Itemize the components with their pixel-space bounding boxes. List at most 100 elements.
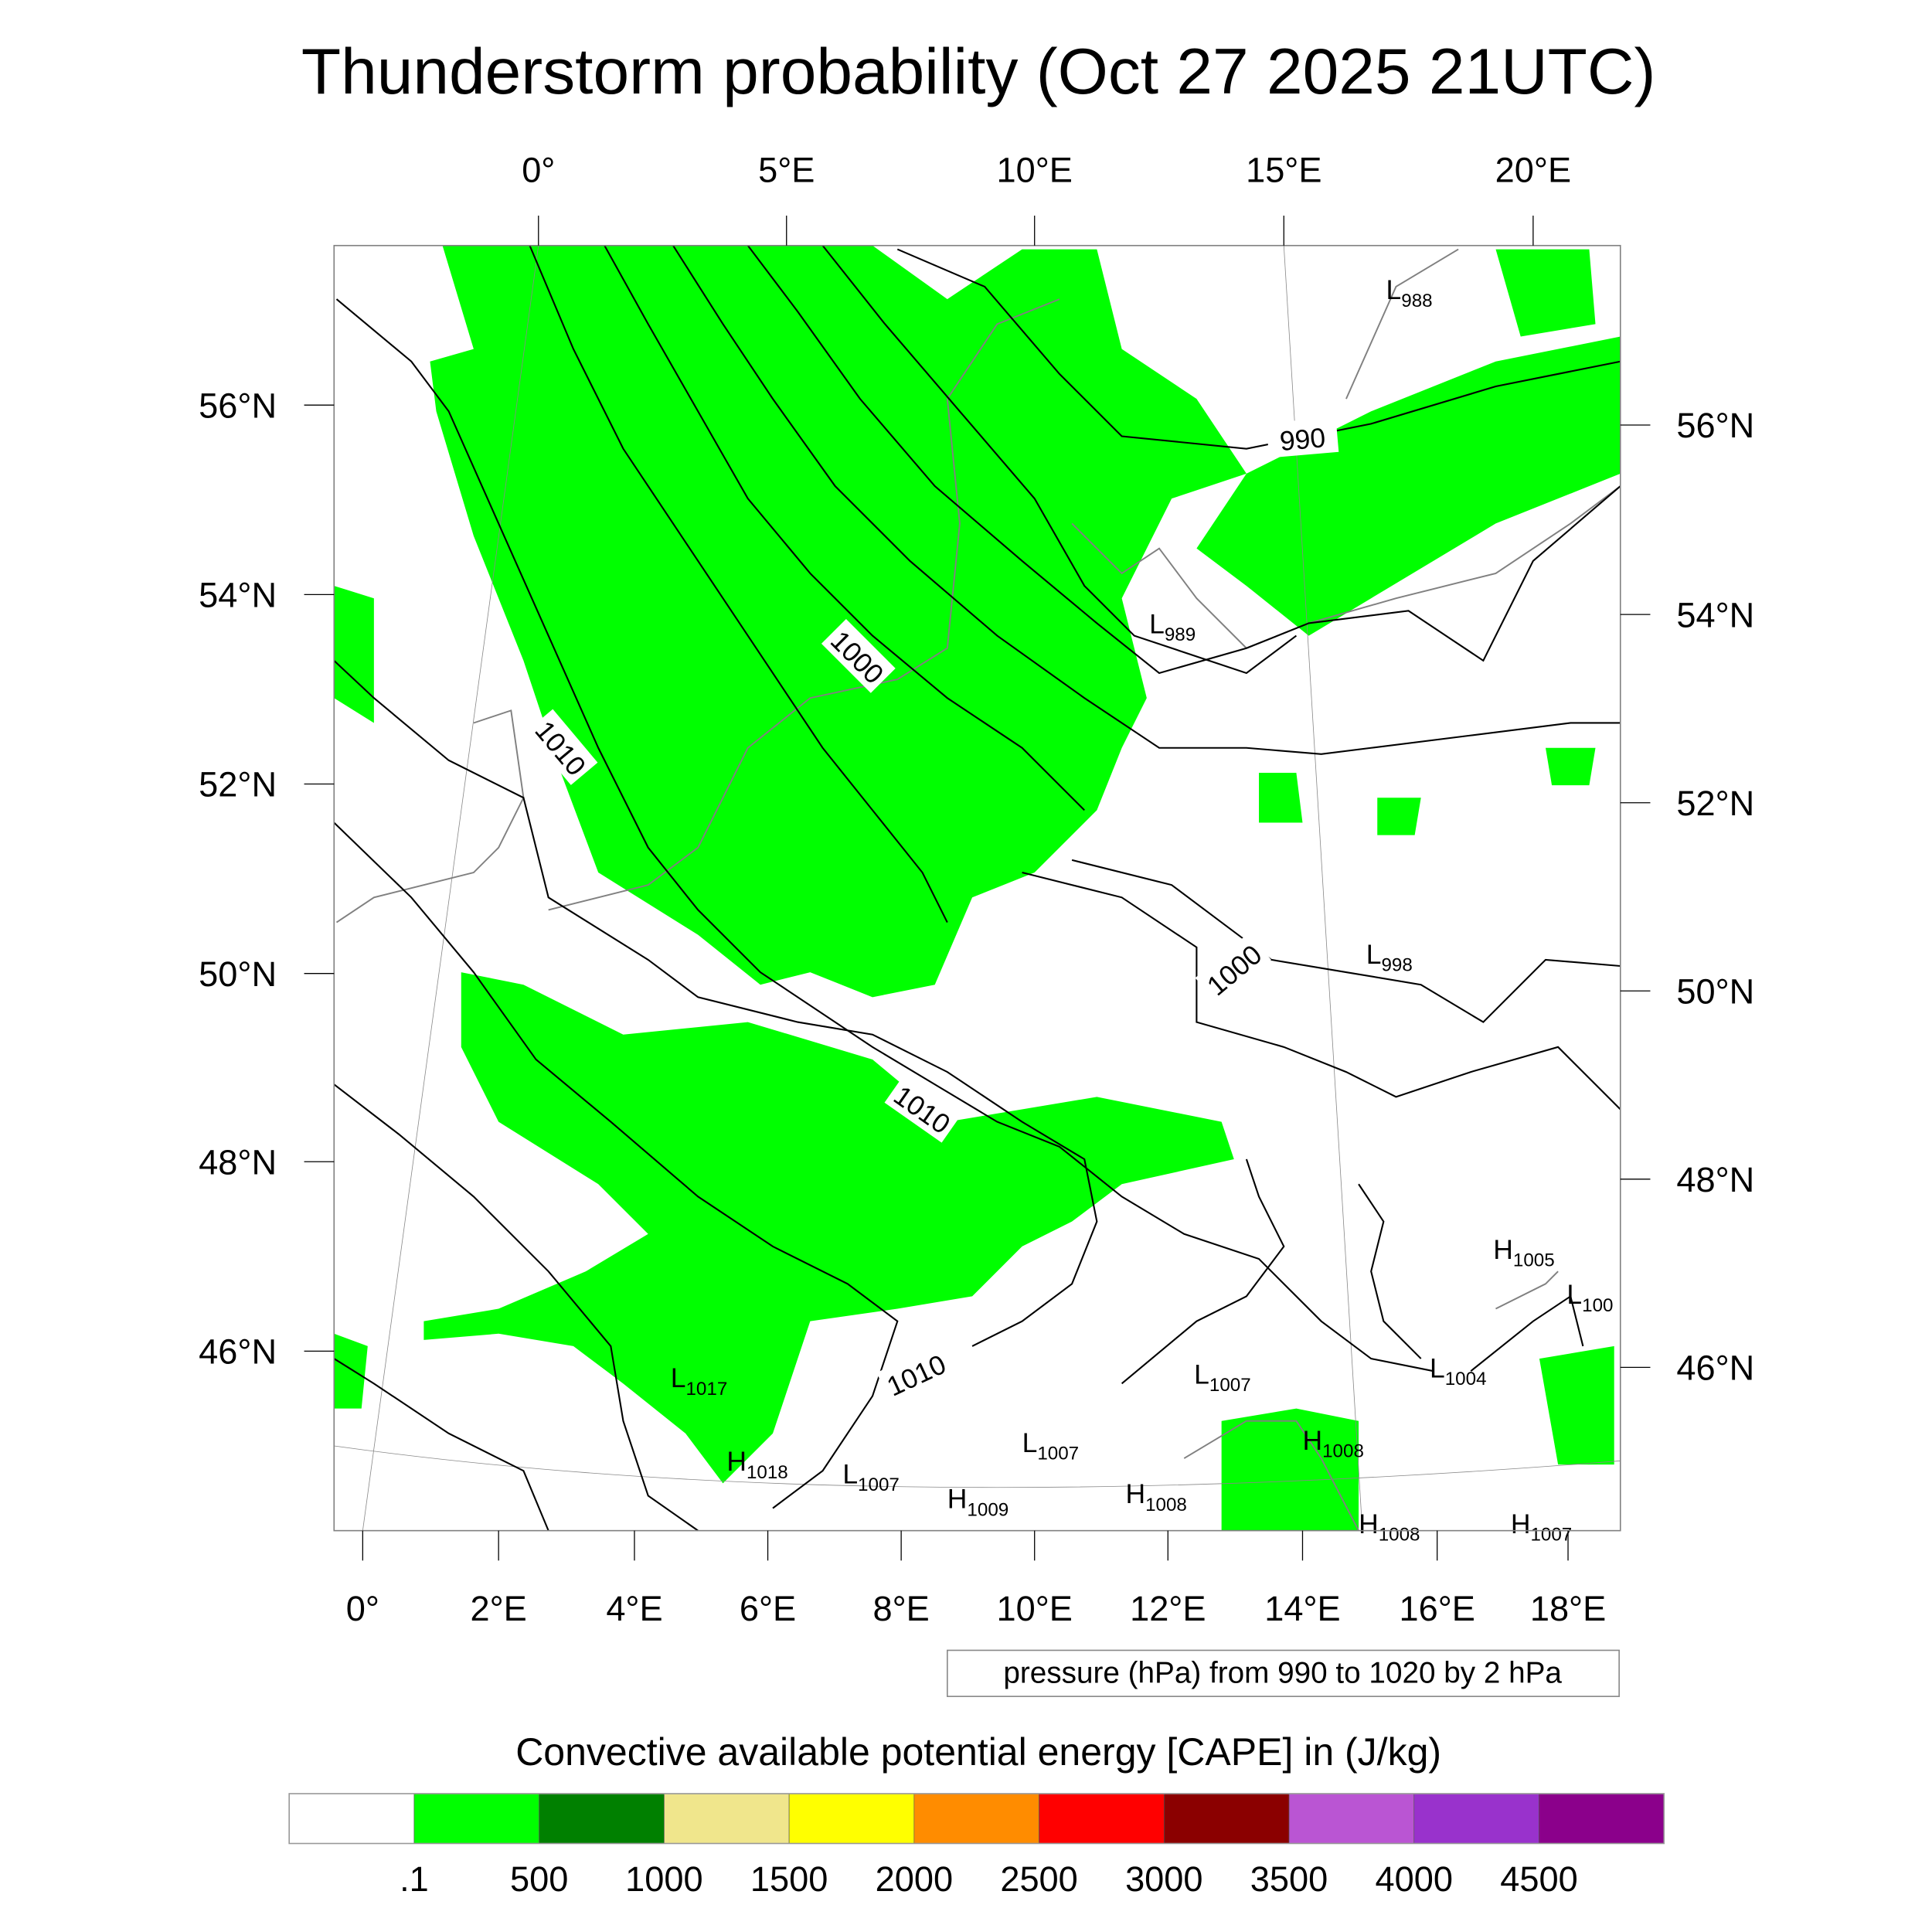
- contour-line: [1470, 1294, 1584, 1372]
- pressure-center-label: L1004: [1430, 1352, 1487, 1389]
- contour-label-bg: [876, 1343, 955, 1405]
- contour-line: [604, 245, 1085, 811]
- pressure-center-label: L1007: [842, 1458, 900, 1495]
- cape-region: [1377, 798, 1421, 835]
- colorbar-swatch: [539, 1793, 665, 1844]
- axes: 0° 5°E 10°E 15°E 20°E 56°N 54°N 52°N 50°N 48°N 46°…: [199, 150, 1754, 1628]
- right-lat-label: 56°N: [1676, 406, 1754, 445]
- colorbar-swatch: [413, 1793, 539, 1844]
- left-lat-label: 54°N: [199, 575, 277, 614]
- pressure-center-label: H1009: [947, 1484, 1009, 1521]
- colorbar-label: 1000: [625, 1859, 702, 1899]
- pressure-center-label: L1017: [671, 1362, 728, 1400]
- bottom-lon-label: 6°E: [740, 1589, 796, 1628]
- top-lon-label: 0°: [522, 150, 555, 189]
- colorbar-label: 500: [510, 1859, 568, 1899]
- cape-region: [1495, 249, 1596, 337]
- contour-label-bg: [526, 709, 598, 785]
- pressure-center-label: H1008: [1302, 1425, 1363, 1462]
- colorbar-swatch: [788, 1793, 915, 1844]
- pressure-center-label: H1005: [1493, 1234, 1554, 1271]
- left-lat-label: 46°N: [199, 1332, 277, 1372]
- map-frame: [333, 244, 1621, 1532]
- graticule-line: [362, 245, 539, 1531]
- contour-label-bg: [884, 1073, 962, 1143]
- pressure-center-label: L988: [1386, 274, 1433, 311]
- bottom-lon-label: 16°E: [1399, 1589, 1475, 1628]
- cape-region: [423, 972, 1234, 1484]
- contour-line: [1022, 872, 1621, 1111]
- contour-line: [333, 821, 899, 1509]
- contour-line: [1121, 1158, 1285, 1385]
- contour-line: [335, 298, 1434, 1372]
- contour-line: [896, 248, 1621, 450]
- top-lon-label: 15°E: [1246, 150, 1321, 189]
- colorbar-swatch: [1288, 1793, 1415, 1844]
- colorbar-label: 4500: [1500, 1859, 1577, 1899]
- contour-line: [333, 1083, 699, 1532]
- bottom-lon-label: 4°E: [606, 1589, 662, 1628]
- colorbar-label: 3000: [1125, 1859, 1202, 1899]
- contour-line: [821, 245, 1298, 675]
- cape-region: [1196, 336, 1621, 636]
- left-lat-label: 56°N: [199, 386, 277, 425]
- contour-line: [333, 660, 1098, 1347]
- colorbar-swatch: [913, 1793, 1039, 1844]
- contour-line: [1071, 859, 1621, 1023]
- chart-title: Thunderstorm probability (Oct 27 2025 21…: [301, 35, 1656, 107]
- contour-line: [747, 245, 1621, 675]
- pressure-center-label: L1007: [1022, 1427, 1080, 1464]
- colorbar-swatch: [288, 1793, 415, 1844]
- cape-region: [1221, 1408, 1359, 1531]
- pressure-center-label: L989: [1149, 608, 1196, 645]
- graticule-line: [334, 1445, 1621, 1488]
- contour-label-text: 990: [1278, 422, 1326, 457]
- top-lon-label: 5°E: [758, 150, 815, 189]
- pressure-center-label: L998: [1366, 939, 1413, 976]
- colorbar-swatch: [1539, 1793, 1665, 1844]
- right-lat-label: 48°N: [1676, 1160, 1754, 1199]
- cape-region: [334, 1333, 368, 1409]
- bottom-lon-label: 2°E: [471, 1589, 527, 1628]
- top-lon-label: 20°E: [1495, 150, 1571, 189]
- contour-label-bg: [1266, 417, 1339, 458]
- right-lat-label: 52°N: [1676, 784, 1754, 823]
- contour-label-bg: [1195, 933, 1271, 1005]
- contour-line: [1358, 1183, 1422, 1359]
- contour-line: [529, 245, 948, 923]
- right-lat-label: 50°N: [1676, 971, 1754, 1011]
- colorbar: .1 500 1000 1500 2000 2500 3000 3500 4000 4500: [288, 1793, 1665, 1899]
- right-lat-label: 46°N: [1676, 1348, 1754, 1387]
- right-lat-label: 54°N: [1676, 595, 1754, 634]
- cape-region: [1539, 1345, 1614, 1465]
- top-lon-label: 10°E: [997, 150, 1073, 189]
- colorbar-swatch: [1163, 1793, 1290, 1844]
- cape-region: [1546, 747, 1596, 786]
- contour-label: 990: [1266, 417, 1339, 458]
- coastline: [335, 709, 525, 923]
- bottom-lon-label: 18°E: [1530, 1589, 1606, 1628]
- pressure-center-label: H1007: [1511, 1509, 1572, 1546]
- left-lat-label: 50°N: [199, 954, 277, 994]
- colorbar-title: Convective available potential energy [C…: [515, 1730, 1441, 1774]
- bottom-lon-label: 12°E: [1130, 1589, 1206, 1628]
- contour-line: [333, 1358, 549, 1532]
- pressure-contours: [333, 245, 1621, 1532]
- cape-region: [430, 245, 1247, 998]
- left-lat-label: 52°N: [199, 765, 277, 804]
- coastline: [1345, 248, 1459, 400]
- colorbar-label: 3500: [1250, 1859, 1328, 1899]
- contour-label-bg: [821, 618, 896, 693]
- cape-region: [1259, 773, 1303, 823]
- colorbar-frame: [288, 1793, 1665, 1845]
- colorbar-label: 1500: [750, 1859, 828, 1899]
- coastline: [1495, 1270, 1559, 1310]
- colorbar-swatch: [1413, 1793, 1539, 1844]
- bottom-lon-label: 8°E: [872, 1589, 929, 1628]
- bottom-lon-label: 0°: [346, 1589, 379, 1628]
- bottom-lon-label: 14°E: [1264, 1589, 1340, 1628]
- contour-labels: 99010001010100010101010L988L989L998H1005…: [526, 274, 1614, 1546]
- colorbar-label: 4000: [1376, 1859, 1453, 1899]
- pressure-center-label: L1007: [1194, 1359, 1251, 1396]
